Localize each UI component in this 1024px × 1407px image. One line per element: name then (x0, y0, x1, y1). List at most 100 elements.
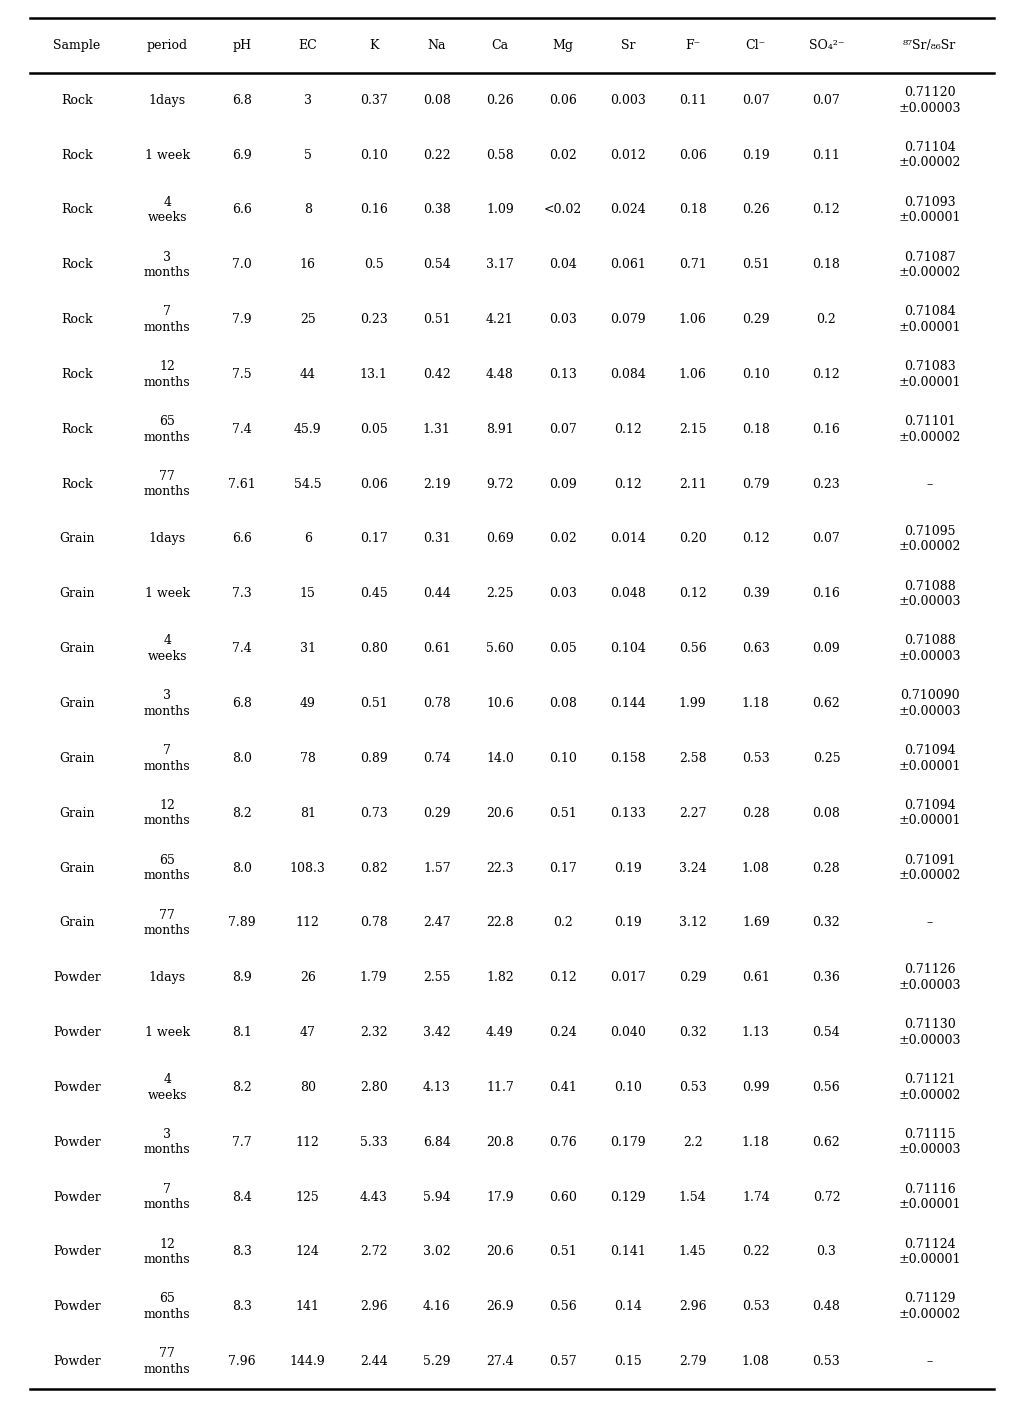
Text: 6.8: 6.8 (231, 696, 252, 711)
Text: 1 week: 1 week (144, 149, 189, 162)
Text: 0.017: 0.017 (610, 971, 646, 985)
Text: 0.08: 0.08 (812, 806, 841, 820)
Text: 0.179: 0.179 (610, 1135, 646, 1148)
Text: 0.71084
±0.00001: 0.71084 ±0.00001 (898, 305, 961, 333)
Text: 0.32: 0.32 (679, 1026, 707, 1038)
Text: 65
months: 65 months (143, 415, 190, 443)
Text: 1.69: 1.69 (742, 916, 770, 930)
Text: 0.12: 0.12 (679, 587, 707, 601)
Text: Powder: Powder (53, 1190, 101, 1203)
Text: Grain: Grain (59, 916, 95, 930)
Text: 0.89: 0.89 (359, 751, 388, 765)
Text: 0.14: 0.14 (614, 1300, 642, 1313)
Text: 0.07: 0.07 (813, 532, 841, 546)
Text: 8.91: 8.91 (486, 422, 514, 436)
Text: SO₄²⁻: SO₄²⁻ (809, 39, 844, 52)
Text: 0.71124
±0.00001: 0.71124 ±0.00001 (898, 1238, 961, 1266)
Text: 10.6: 10.6 (486, 696, 514, 711)
Text: 0.71101
±0.00002: 0.71101 ±0.00002 (898, 415, 961, 443)
Text: 17.9: 17.9 (486, 1190, 514, 1203)
Text: 0.22: 0.22 (742, 1245, 770, 1258)
Text: 13.1: 13.1 (359, 369, 388, 381)
Text: 7.61: 7.61 (228, 477, 256, 491)
Text: period: period (146, 39, 187, 52)
Text: 0.10: 0.10 (614, 1081, 642, 1093)
Text: 1.99: 1.99 (679, 696, 707, 711)
Text: 0.141: 0.141 (610, 1245, 646, 1258)
Text: 112: 112 (296, 1135, 319, 1148)
Text: 0.71116
±0.00001: 0.71116 ±0.00001 (898, 1183, 961, 1211)
Text: 8.2: 8.2 (231, 806, 252, 820)
Text: 0.29: 0.29 (742, 314, 770, 326)
Text: 44: 44 (300, 369, 315, 381)
Text: 77
months: 77 months (143, 909, 190, 937)
Text: 0.78: 0.78 (423, 696, 451, 711)
Text: 0.15: 0.15 (614, 1355, 642, 1368)
Text: 0.25: 0.25 (813, 751, 841, 765)
Text: 0.63: 0.63 (742, 642, 770, 656)
Text: 0.71: 0.71 (679, 259, 707, 272)
Text: 8.0: 8.0 (231, 861, 252, 875)
Text: 1.54: 1.54 (679, 1190, 707, 1203)
Text: 0.42: 0.42 (423, 369, 451, 381)
Text: 8.9: 8.9 (231, 971, 252, 985)
Text: 2.55: 2.55 (423, 971, 451, 985)
Text: 3.02: 3.02 (423, 1245, 451, 1258)
Text: 25: 25 (300, 314, 315, 326)
Text: 22.3: 22.3 (486, 861, 514, 875)
Text: 6.9: 6.9 (231, 149, 252, 162)
Text: 0.06: 0.06 (549, 94, 577, 107)
Text: 2.79: 2.79 (679, 1355, 707, 1368)
Text: 4.16: 4.16 (423, 1300, 451, 1313)
Text: 1.74: 1.74 (742, 1190, 770, 1203)
Text: 0.03: 0.03 (549, 314, 577, 326)
Text: 3: 3 (304, 94, 311, 107)
Text: 3
months: 3 months (143, 250, 190, 279)
Text: 2.44: 2.44 (359, 1355, 388, 1368)
Text: 0.05: 0.05 (359, 422, 388, 436)
Text: 0.82: 0.82 (359, 861, 388, 875)
Text: 5.33: 5.33 (359, 1135, 388, 1148)
Text: 0.16: 0.16 (812, 422, 841, 436)
Text: 0.71083
±0.00001: 0.71083 ±0.00001 (898, 360, 961, 388)
Text: Rock: Rock (61, 204, 93, 217)
Text: 0.003: 0.003 (610, 94, 646, 107)
Text: 5.29: 5.29 (423, 1355, 451, 1368)
Text: Rock: Rock (61, 94, 93, 107)
Text: 2.11: 2.11 (679, 477, 707, 491)
Text: 0.71088
±0.00003: 0.71088 ±0.00003 (898, 580, 961, 608)
Text: 0.03: 0.03 (549, 587, 577, 601)
Text: 2.27: 2.27 (679, 806, 707, 820)
Text: 0.133: 0.133 (610, 806, 646, 820)
Text: 1.06: 1.06 (679, 314, 707, 326)
Text: 8.0: 8.0 (231, 751, 252, 765)
Text: 0.51: 0.51 (549, 806, 577, 820)
Text: 0.3: 0.3 (816, 1245, 837, 1258)
Text: 3
months: 3 months (143, 689, 190, 718)
Text: 0.80: 0.80 (359, 642, 388, 656)
Text: 7.4: 7.4 (231, 422, 252, 436)
Text: 0.5: 0.5 (364, 259, 384, 272)
Text: 2.32: 2.32 (359, 1026, 387, 1038)
Text: 1.57: 1.57 (423, 861, 451, 875)
Text: 0.26: 0.26 (486, 94, 514, 107)
Text: 141: 141 (296, 1300, 319, 1313)
Text: Rock: Rock (61, 149, 93, 162)
Text: 0.20: 0.20 (679, 532, 707, 546)
Text: 7.3: 7.3 (231, 587, 252, 601)
Text: Grain: Grain (59, 642, 95, 656)
Text: 1.31: 1.31 (423, 422, 451, 436)
Text: F⁻: F⁻ (685, 39, 700, 52)
Text: 1days: 1days (148, 532, 185, 546)
Text: –: – (927, 916, 933, 930)
Text: 0.08: 0.08 (549, 696, 577, 711)
Text: 6.6: 6.6 (231, 204, 252, 217)
Text: 5: 5 (304, 149, 311, 162)
Text: 1days: 1days (148, 94, 185, 107)
Text: 0.41: 0.41 (549, 1081, 577, 1093)
Text: Grain: Grain (59, 861, 95, 875)
Text: 0.158: 0.158 (610, 751, 646, 765)
Text: Rock: Rock (61, 259, 93, 272)
Text: 0.51: 0.51 (359, 696, 388, 711)
Text: 0.53: 0.53 (679, 1081, 707, 1093)
